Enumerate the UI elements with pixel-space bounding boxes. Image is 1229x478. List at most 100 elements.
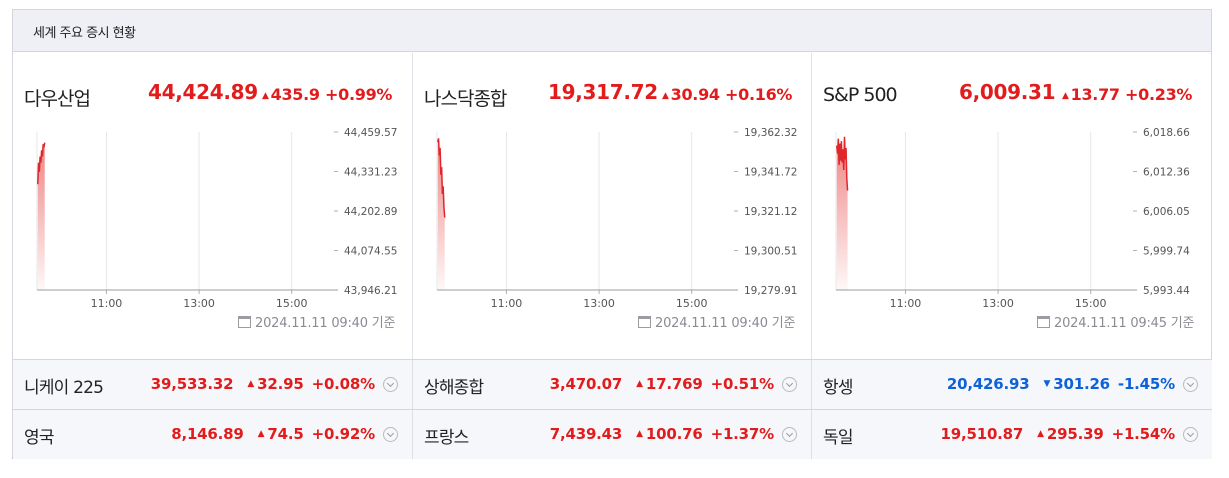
x-tick-label: 15:00 <box>676 297 708 310</box>
index-name: 프랑스 <box>424 428 469 448</box>
index-row: 니케이 225 39,533.32 ▲ 32.95 +0.08% 상해종합 3,… <box>13 359 1212 409</box>
index-quote: 3,470.07 ▲ 17.769 +0.51% <box>550 375 797 393</box>
y-tick-label: 19,279.91 <box>744 285 797 297</box>
up-arrow-icon: ▲ <box>257 429 265 439</box>
y-tick-label: 6,006.05 <box>1143 206 1190 218</box>
y-tick-label: 6,018.66 <box>1143 127 1190 139</box>
x-tick-label: 13:00 <box>183 297 215 310</box>
y-tick-label: 5,993.44 <box>1143 285 1190 297</box>
index-panel-nasdaq[interactable]: 나스닥종합 19,317.72 ▲ 30.94 +0.16% 11:00 13:00… <box>412 53 811 359</box>
y-tick-label: 43,946.21 <box>344 285 397 297</box>
price-line <box>37 142 46 185</box>
index-value: 19,317.72 <box>548 80 658 104</box>
timestamp: 2024.11.11 09:40 기준 <box>238 312 395 331</box>
index-row: 영국 8,146.89 ▲ 74.5 +0.92% 프랑스 7,439.43 ▲… <box>13 409 1212 459</box>
index-cell-uk[interactable]: 영국 8,146.89 ▲ 74.5 +0.92% <box>13 410 412 459</box>
up-arrow-icon: ▲ <box>636 379 643 389</box>
index-name: 영국 <box>24 428 54 448</box>
index-panel-dow[interactable]: 다우산업 44,424.89 ▲ 435.9 +0.99% 11:00 13:00 1… <box>13 53 412 359</box>
change-percent: +0.23% <box>1125 85 1193 104</box>
x-tick-label: 11:00 <box>91 297 123 310</box>
index-quote: 7,439.43 ▲ 100.76 +1.37% <box>550 425 797 443</box>
index-panel-sp500[interactable]: S&P 500 6,009.31 ▲ 13.77 +0.23% 11:00 13:0… <box>811 53 1212 359</box>
price-line <box>836 136 849 191</box>
change-amount: 74.5 <box>267 425 304 443</box>
up-arrow-icon: ▲ <box>247 379 255 389</box>
change-amount: 295.39 <box>1046 425 1104 443</box>
x-tick-label: 11:00 <box>491 297 523 310</box>
up-arrow-icon: ▲ <box>1037 429 1044 439</box>
y-tick-label: 44,459.57 <box>344 127 397 139</box>
y-tick-label: 19,300.51 <box>744 246 797 258</box>
index-value: 19,510.87 <box>940 425 1024 443</box>
timestamp: 2024.11.11 09:40 기준 <box>638 312 795 331</box>
up-arrow-icon: ▲ <box>1062 91 1069 101</box>
index-name: S&P 500 <box>823 84 898 106</box>
intraday-line-chart: 11:00 13:00 15:00 19,362.32 19,341.72 19,321.… <box>436 127 797 310</box>
intraday-line-chart: 11:00 13:00 15:00 44,459.57 44,331.23 44,202.… <box>36 127 397 310</box>
price-line <box>437 138 446 218</box>
index-cell-hangseng[interactable]: 항셍 20,426.93 ▼ 301.26 -1.45% <box>811 360 1212 409</box>
widget-title: 세계 주요 증시 현황 <box>13 10 1211 52</box>
area-fill <box>836 136 848 290</box>
chevron-down-icon[interactable] <box>1183 376 1198 392</box>
index-name: 다우산업 <box>24 88 91 110</box>
index-value: 7,439.43 <box>549 425 623 443</box>
area-fill <box>437 138 445 290</box>
y-tick-label: 19,362.32 <box>744 127 797 139</box>
chevron-down-icon[interactable] <box>1183 426 1198 442</box>
change-percent: +0.99% <box>325 85 393 104</box>
index-quote: 8,146.89 ▲ 74.5 +0.92% <box>171 425 398 443</box>
index-value: 6,009.31 <box>959 80 1056 104</box>
change-percent: +1.37% <box>710 425 775 443</box>
index-value: 3,470.07 <box>549 375 623 393</box>
index-value: 20,426.93 <box>946 375 1030 393</box>
index-name: 나스닥종합 <box>424 88 507 110</box>
index-change: ▲ 13.77 +0.23% <box>1062 85 1192 104</box>
y-tick-label: 44,331.23 <box>344 167 397 179</box>
y-tick-label: 19,321.12 <box>744 206 797 218</box>
up-arrow-icon: ▲ <box>262 91 269 101</box>
up-arrow-icon: ▲ <box>636 429 643 439</box>
chevron-down-icon[interactable] <box>383 426 398 442</box>
change-amount: 32.95 <box>257 375 304 393</box>
index-name: 상해종합 <box>424 378 484 398</box>
change-percent: +0.51% <box>710 375 775 393</box>
change-amount: 100.76 <box>645 425 703 443</box>
x-tick-label: 15:00 <box>276 297 308 310</box>
chevron-down-icon[interactable] <box>782 426 797 442</box>
index-value: 8,146.89 <box>171 425 244 443</box>
index-cell-germany[interactable]: 독일 19,510.87 ▲ 295.39 +1.54% <box>811 410 1212 459</box>
x-tick-label: 11:00 <box>890 297 922 310</box>
chevron-down-icon[interactable] <box>383 376 398 392</box>
change-amount: 13.77 <box>1070 85 1120 104</box>
calendar-icon <box>638 316 651 328</box>
index-cell-shanghai[interactable]: 상해종합 3,470.07 ▲ 17.769 +0.51% <box>412 360 811 409</box>
y-tick-label: 44,074.55 <box>344 246 397 258</box>
calendar-icon <box>238 316 251 328</box>
timestamp: 2024.11.11 09:45 기준 <box>1037 312 1194 331</box>
x-tick-label: 15:00 <box>1075 297 1107 310</box>
change-amount: 30.94 <box>670 85 720 104</box>
index-quote: 39,533.32 ▲ 32.95 +0.08% <box>151 375 398 393</box>
change-amount: 435.9 <box>270 85 320 104</box>
intraday-line-chart: 11:00 13:00 15:00 6,018.66 6,012.36 6,006.05 5… <box>835 127 1190 310</box>
change-percent: +0.08% <box>311 375 376 393</box>
index-change: ▲ 30.94 +0.16% <box>662 85 792 104</box>
index-name: 니케이 225 <box>24 378 104 398</box>
y-tick-label: 6,012.36 <box>1143 167 1190 179</box>
change-percent: +0.16% <box>725 85 793 104</box>
index-cell-france[interactable]: 프랑스 7,439.43 ▲ 100.76 +1.37% <box>412 410 811 459</box>
down-arrow-icon: ▼ <box>1043 379 1051 389</box>
change-amount: 17.769 <box>645 375 703 393</box>
chevron-down-icon[interactable] <box>782 376 797 392</box>
change-amount: 301.26 <box>1053 375 1110 393</box>
change-percent: +1.54% <box>1111 425 1176 443</box>
index-quote: 20,426.93 ▼ 301.26 -1.45% <box>947 375 1198 393</box>
change-percent: +0.92% <box>311 425 376 443</box>
area-fill <box>37 142 45 290</box>
change-percent: -1.45% <box>1117 375 1175 393</box>
index-cell-nikkei[interactable]: 니케이 225 39,533.32 ▲ 32.95 +0.08% <box>13 360 412 409</box>
y-tick-label: 44,202.89 <box>344 206 397 218</box>
x-tick-label: 13:00 <box>982 297 1014 310</box>
